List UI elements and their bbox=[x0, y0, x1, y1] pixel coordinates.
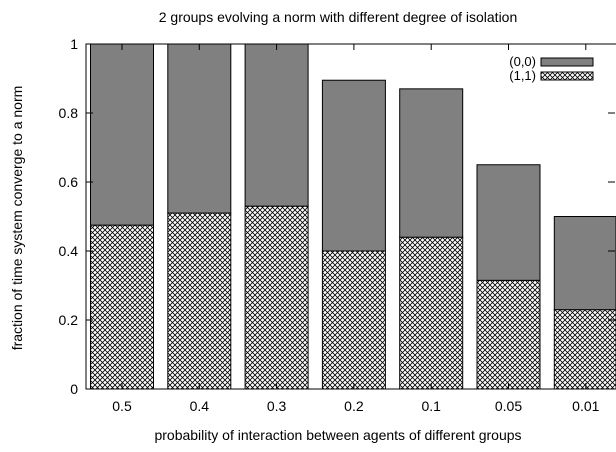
bar-segment-lower-0.2 bbox=[322, 251, 385, 389]
legend-swatch bbox=[541, 72, 593, 80]
bar-segment-upper-0.4 bbox=[168, 44, 231, 213]
x-tick-label: 0.4 bbox=[190, 398, 210, 414]
bar-segment-lower-0.1 bbox=[400, 237, 463, 389]
bar-segment-upper-0.1 bbox=[400, 89, 463, 237]
bar-segment-upper-0.3 bbox=[245, 44, 308, 206]
y-tick-label: 1 bbox=[70, 36, 78, 52]
bars-layer bbox=[91, 44, 616, 389]
y-tick-label: 0.4 bbox=[59, 243, 79, 259]
y-tick-label: 0.8 bbox=[59, 105, 79, 121]
bar-segment-upper-0.5 bbox=[91, 44, 154, 225]
bar-segment-upper-0.05 bbox=[477, 165, 540, 281]
legend-label: (1,1) bbox=[509, 68, 536, 83]
x-tick-label: 0.05 bbox=[495, 398, 522, 414]
y-tick-label: 0.2 bbox=[59, 312, 79, 328]
y-tick-label: 0.6 bbox=[59, 174, 79, 190]
bar-segment-lower-0.4 bbox=[168, 213, 231, 389]
y-tick-label: 0 bbox=[70, 381, 78, 397]
bar-segment-lower-0.5 bbox=[91, 225, 154, 389]
bar-segment-upper-0.2 bbox=[322, 80, 385, 251]
x-tick-label: 0.5 bbox=[112, 398, 132, 414]
x-tick-label: 0.1 bbox=[421, 398, 441, 414]
bar-segment-upper-0.01 bbox=[554, 217, 616, 310]
x-tick-label: 0.01 bbox=[572, 398, 599, 414]
chart-title: 2 groups evolving a norm with different … bbox=[159, 9, 518, 25]
y-axis-label: fraction of time system converge to a no… bbox=[9, 86, 25, 351]
bar-segment-lower-0.3 bbox=[245, 206, 308, 389]
x-tick-label: 0.2 bbox=[344, 398, 364, 414]
x-axis-label: probability of interaction between agent… bbox=[154, 427, 521, 443]
legend: (0,0)(1,1) bbox=[509, 54, 593, 83]
bar-segment-lower-0.05 bbox=[477, 280, 540, 389]
legend-label: (0,0) bbox=[509, 54, 536, 69]
legend-swatch bbox=[541, 58, 593, 66]
x-tick-label: 0.3 bbox=[267, 398, 287, 414]
bar-segment-lower-0.01 bbox=[554, 310, 616, 389]
